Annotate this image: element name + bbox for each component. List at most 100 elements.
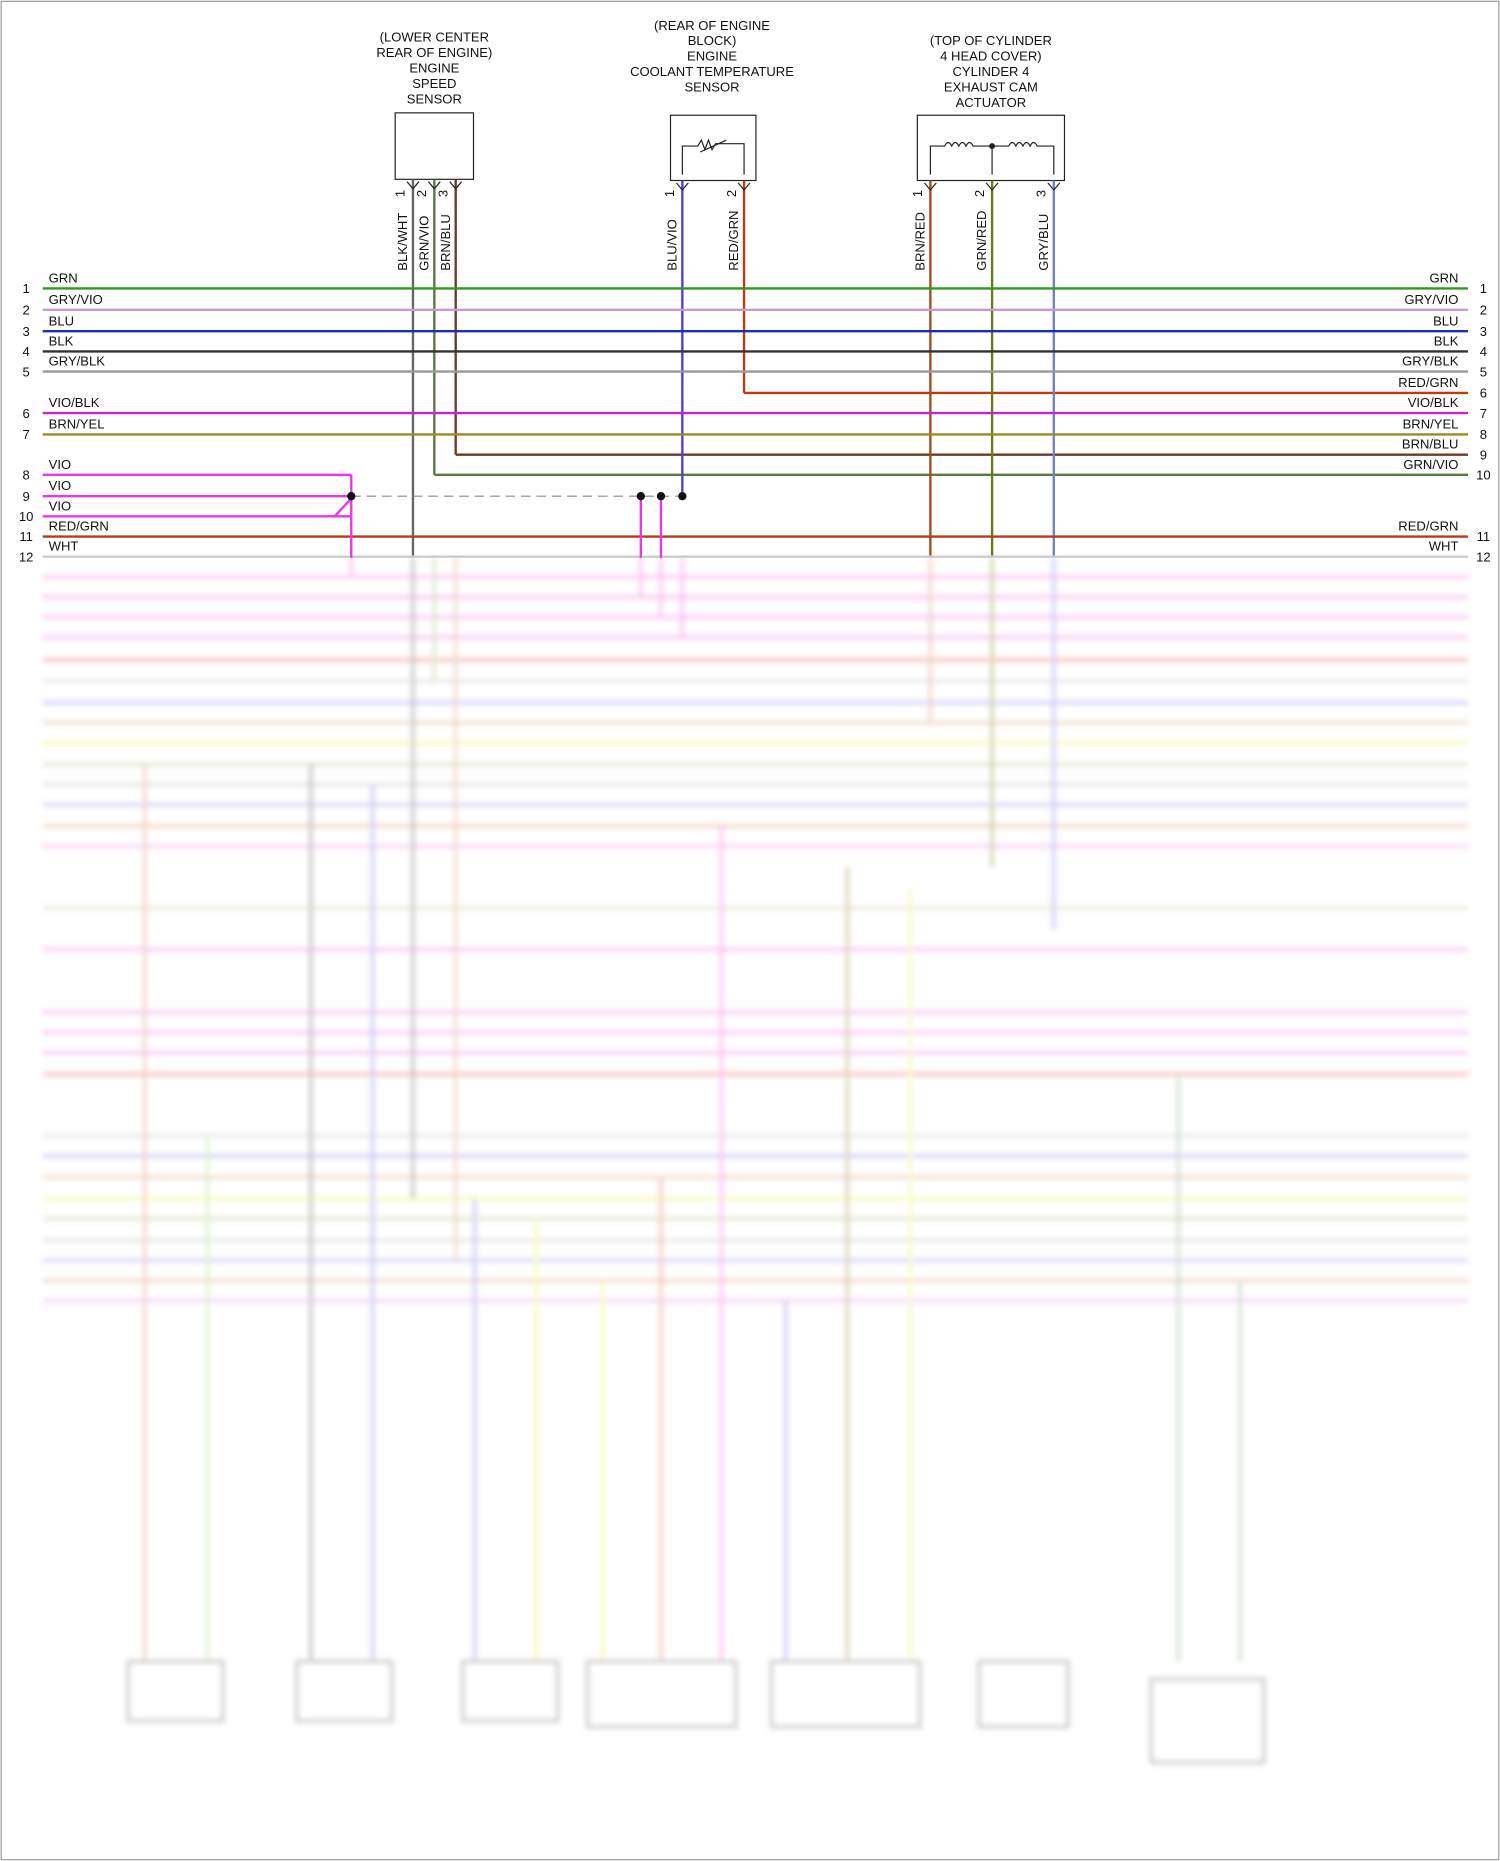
wire-label: BLU (49, 313, 74, 328)
wire-label: GRY/BLK (1402, 354, 1459, 369)
pin-number: 3 (435, 190, 450, 197)
wire-label: RED/GRN (49, 519, 109, 534)
pin-number: 4 (22, 344, 29, 359)
pin-number: 2 (972, 190, 987, 197)
connector-pin (985, 182, 999, 191)
pin-number: 11 (19, 529, 33, 544)
connector-pin (449, 181, 463, 190)
pin-number: 7 (1480, 406, 1487, 421)
wire-label: GRN/VIO (416, 216, 431, 271)
component-label: REAR OF ENGINE) (376, 45, 492, 60)
wire-label: GRN (49, 271, 78, 286)
pin-number: 2 (1480, 303, 1487, 318)
pin-number: 2 (22, 303, 29, 318)
pin-number: 10 (19, 509, 34, 524)
component-label: ENGINE (687, 49, 737, 64)
component-label: SPEED (412, 76, 456, 91)
wire-label: RED/GRN (726, 211, 741, 271)
splice (656, 492, 666, 501)
pin-number: 3 (1480, 324, 1487, 339)
component-box (461, 1659, 560, 1723)
pin-number: 9 (22, 489, 29, 504)
pin-number: 11 (1477, 529, 1491, 544)
wire-label: WHT (49, 539, 79, 554)
blurred-section (42, 557, 1468, 1765)
component-box (126, 1659, 225, 1723)
wire-label: GRY/VIO (49, 292, 103, 307)
splice (989, 143, 996, 150)
pin-number: 5 (1480, 364, 1487, 379)
pin-number: 4 (1480, 344, 1487, 359)
wire-label: VIO/BLK (49, 395, 100, 410)
wire-label: VIO/BLK (1408, 395, 1459, 410)
pin-number: 1 (22, 281, 29, 296)
pin-number: 9 (1480, 447, 1487, 462)
wire-label: BRN/YEL (49, 417, 105, 432)
pin-number: 3 (1033, 190, 1048, 197)
pin-number: 1 (662, 190, 677, 197)
wire-label: RED/GRN (1398, 519, 1458, 534)
wire-label: GRY/BLU (1036, 214, 1051, 271)
component-label: ACTUATOR (956, 95, 1027, 110)
wire-label: BLK (49, 333, 74, 348)
splice (636, 492, 645, 501)
component-label: 4 HEAD COVER) (940, 49, 1042, 64)
component-box (1149, 1677, 1266, 1765)
wire-label: RED/GRN (1398, 375, 1458, 390)
connector-pin (737, 182, 751, 191)
wire-label: GRY/VIO (1404, 292, 1458, 307)
splice (678, 492, 687, 501)
pin-number: 6 (1480, 386, 1487, 401)
component-label: SENSOR (684, 79, 739, 94)
component-label: COOLANT TEMPERATURE (630, 64, 794, 79)
component-label: (TOP OF CYLINDER (930, 33, 1052, 48)
pin-number: 2 (724, 190, 739, 197)
component-box (585, 1659, 738, 1729)
pin-number: 1 (1480, 281, 1487, 296)
connector-pin (675, 182, 689, 191)
wire-label: BLU (1433, 313, 1458, 328)
wire-label: VIO (49, 478, 71, 493)
wire-label: BLK/WHT (395, 213, 410, 271)
component-label: BLOCK) (688, 33, 737, 48)
wire-label: BLU/VIO (664, 219, 679, 270)
wire-label: BRN/RED (912, 212, 927, 271)
wire-label: BLK (1434, 333, 1459, 348)
wire-label: BRN/YEL (1403, 417, 1459, 432)
wire-label: WHT (1429, 539, 1459, 554)
pin-number: 1 (910, 190, 925, 197)
component-box (394, 112, 475, 180)
splice (347, 492, 356, 501)
component-label: (REAR OF ENGINE (654, 18, 770, 33)
wire-label: GRN (1429, 271, 1458, 286)
connector-pin (427, 181, 441, 190)
component-label: ENGINE (409, 61, 459, 76)
connector-pin (1047, 182, 1061, 191)
pin-number: 12 (1476, 549, 1491, 564)
component-label: CYLINDER 4 (952, 64, 1029, 79)
connector-pin (406, 181, 420, 190)
pin-number: 3 (22, 324, 29, 339)
pin-number: 5 (22, 364, 29, 379)
component-label: (LOWER CENTER (380, 30, 489, 45)
pin-number: 7 (22, 427, 29, 442)
wire-label: GRY/BLK (49, 354, 106, 369)
wire-label: VIO (49, 457, 71, 472)
pin-number: 12 (19, 549, 34, 564)
pin-number: 2 (414, 190, 429, 197)
connector-pin (923, 182, 937, 191)
component-box (977, 1659, 1070, 1729)
wire (333, 497, 353, 518)
wire-label: GRN/VIO (1403, 457, 1458, 472)
pin-number: 1 (393, 190, 408, 197)
pin-number: 10 (1476, 468, 1491, 483)
wire-label: GRN/RED (974, 211, 989, 271)
component-label: SENSOR (407, 91, 462, 106)
wire-label: VIO (49, 498, 71, 513)
pin-number: 8 (1480, 427, 1487, 442)
component-label: EXHAUST CAM (944, 79, 1038, 94)
component-box (769, 1659, 922, 1729)
